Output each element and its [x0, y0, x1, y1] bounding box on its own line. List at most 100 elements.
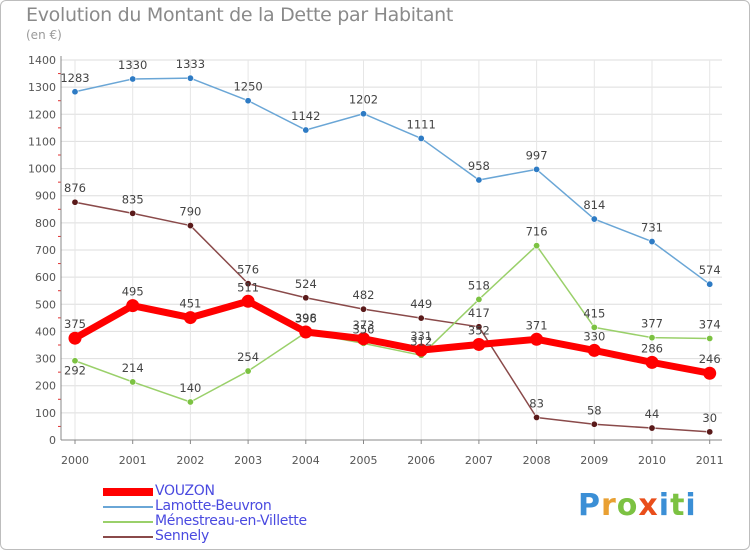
data-label: 574: [699, 263, 721, 277]
data-point: [71, 198, 79, 206]
legend-swatch: [103, 536, 153, 538]
data-label: 835: [122, 192, 144, 206]
data-point: [244, 280, 252, 288]
data-point: [706, 280, 714, 288]
data-label: 958: [468, 159, 490, 173]
x-tick-label: 2011: [696, 454, 724, 467]
data-label: 374: [699, 317, 721, 331]
legend-label: Sennely: [155, 528, 209, 544]
data-point: [299, 325, 313, 339]
x-tick-label: 2009: [580, 454, 608, 467]
y-tick-label: 100: [35, 407, 56, 420]
data-label: 330: [583, 329, 605, 343]
data-label: 375: [64, 317, 86, 331]
chart-subtitle: (en €): [26, 28, 62, 42]
legend-swatch: [103, 521, 153, 523]
y-tick-label: 200: [35, 380, 56, 393]
x-tick-label: 2010: [638, 454, 666, 467]
data-label: 373: [353, 318, 375, 332]
data-point: [68, 331, 82, 345]
data-point: [357, 332, 370, 346]
y-tick-label: 1300: [28, 81, 56, 94]
data-point: [417, 134, 425, 142]
data-point: [186, 74, 194, 82]
data-point: [129, 378, 137, 386]
data-point: [472, 337, 486, 351]
data-point: [590, 215, 598, 223]
data-point: [530, 332, 544, 346]
data-label: 876: [64, 181, 86, 195]
data-label: 511: [237, 280, 259, 294]
y-tick-label: 300: [35, 353, 56, 366]
data-label: 1202: [349, 93, 378, 107]
legend-swatch: [103, 488, 153, 496]
y-tick-label: 900: [35, 190, 56, 203]
data-point: [706, 428, 714, 436]
data-point: [302, 294, 310, 302]
data-point: [71, 88, 79, 96]
data-label: 83: [529, 396, 544, 410]
series-line-sennely: [74, 201, 711, 433]
x-tick-label: 2003: [234, 454, 262, 467]
series-line-vouzon: [71, 297, 714, 377]
data-label: 1250: [233, 80, 262, 94]
x-tick-label: 2001: [119, 454, 147, 467]
x-tick-label: 2002: [176, 454, 204, 467]
data-point: [587, 343, 601, 357]
data-point: [186, 222, 194, 230]
x-tick-label: 2008: [523, 454, 551, 467]
data-point: [533, 165, 541, 173]
data-label: 377: [641, 317, 663, 331]
legend-label: Lamotte-Beuvron: [155, 498, 272, 514]
data-label: 254: [237, 350, 259, 364]
data-point: [129, 75, 137, 83]
data-label: 495: [122, 285, 144, 299]
legend-swatch: [103, 506, 153, 508]
data-point: [475, 295, 483, 303]
data-label: 716: [526, 225, 548, 239]
y-tick-label: 0: [49, 434, 56, 447]
x-tick-label: 2006: [407, 454, 435, 467]
data-label: 214: [122, 361, 144, 375]
data-label: 58: [587, 403, 602, 417]
data-label: 312: [410, 334, 432, 348]
data-label: 518: [468, 278, 490, 292]
x-tick-label: 2005: [350, 454, 378, 467]
data-point: [703, 366, 717, 380]
y-tick-label: 400: [35, 325, 56, 338]
y-tick-label: 1000: [28, 163, 56, 176]
y-tick-label: 1200: [28, 108, 56, 121]
data-point: [648, 424, 656, 432]
data-point: [359, 305, 367, 313]
chart-title: Evolution du Montant de la Dette par Hab…: [26, 4, 454, 26]
data-label: 331: [410, 329, 432, 343]
legend-label: VOUZON: [155, 483, 215, 499]
x-tick-label: 2004: [292, 454, 320, 467]
y-tick-label: 1400: [28, 54, 56, 67]
data-label: 292: [64, 364, 86, 378]
y-tick-label: 800: [35, 217, 56, 230]
data-label: 1330: [118, 58, 147, 72]
data-label: 997: [526, 148, 548, 162]
data-point: [590, 323, 598, 331]
proxiti-logo: Proxiti: [578, 488, 697, 523]
data-point: [417, 314, 425, 322]
data-label: 415: [583, 306, 605, 320]
data-point: [186, 398, 194, 406]
data-point: [241, 294, 255, 308]
data-point: [414, 343, 428, 357]
data-label: 44: [645, 407, 660, 421]
data-label: 790: [179, 205, 201, 219]
data-label: 286: [641, 341, 663, 355]
data-label: 356: [353, 322, 375, 336]
data-label: 396: [295, 312, 317, 326]
data-point: [533, 413, 541, 421]
data-label: 1142: [291, 109, 320, 123]
x-tick-label: 2007: [465, 454, 493, 467]
data-label: 1111: [407, 117, 436, 131]
data-point: [183, 311, 197, 325]
data-point: [129, 209, 137, 217]
legend-label: Ménestreau-en-Villette: [155, 513, 307, 529]
data-label: 482: [353, 288, 375, 302]
